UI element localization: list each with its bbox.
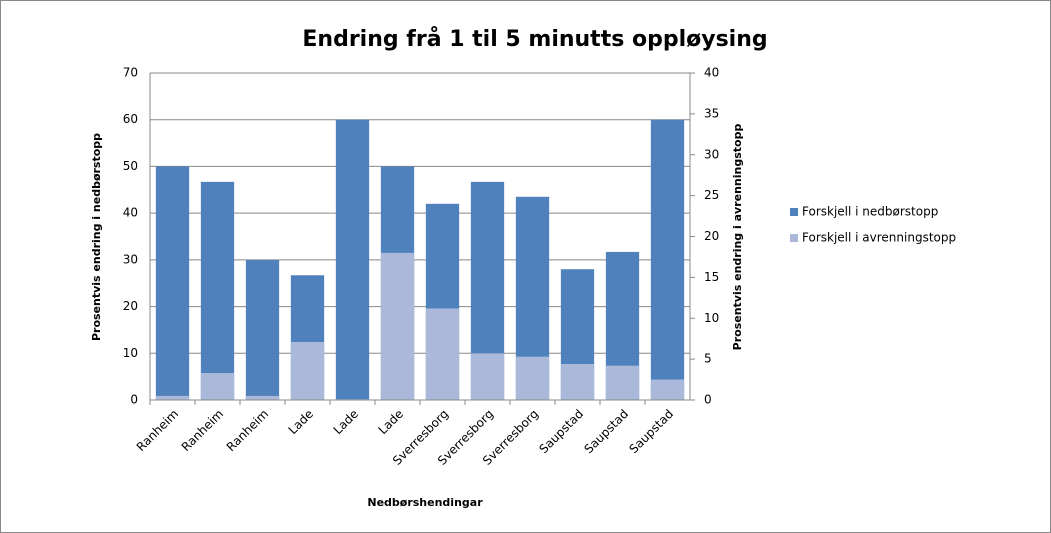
bar: [335, 119, 370, 400]
y-tick-label: 60: [123, 112, 138, 126]
bar: [650, 379, 685, 400]
y-tick-label: 0: [130, 393, 138, 407]
bar: [470, 353, 505, 400]
y-tick-label: 20: [123, 299, 138, 313]
legend-label: Forskjell i nedbørstopp: [802, 205, 938, 219]
bar: [515, 356, 550, 400]
bar: [380, 252, 415, 400]
y-tick-label: 50: [123, 159, 138, 173]
y2-tick-label: 10: [704, 311, 719, 325]
y2-axis-title: Prosentvis endring i avrenningstopp: [731, 124, 744, 351]
bar: [245, 395, 280, 400]
bar: [560, 364, 595, 400]
y-tick-label: 70: [123, 66, 138, 80]
y-axis-title: Prosentvis endring i nedbørstopp: [90, 133, 103, 341]
y2-tick-label: 5: [704, 352, 712, 366]
bar: [200, 181, 235, 400]
x-axis-title: Nedbørshendingar: [367, 496, 483, 509]
y-tick-label: 40: [123, 206, 138, 220]
bar: [650, 119, 685, 400]
bar: [200, 373, 235, 400]
bar: [605, 365, 640, 400]
bar: [290, 341, 325, 400]
y2-tick-label: 40: [704, 66, 719, 80]
y2-tick-label: 30: [704, 147, 719, 161]
y2-tick-label: 0: [704, 393, 712, 407]
y2-tick-label: 25: [704, 188, 719, 202]
y2-tick-label: 35: [704, 106, 719, 120]
y2-tick-label: 15: [704, 270, 719, 284]
bar: [245, 259, 280, 400]
bar: [155, 166, 190, 400]
y-tick-label: 30: [123, 252, 138, 266]
y2-tick-label: 20: [704, 229, 719, 243]
bar: [425, 308, 460, 400]
y-tick-label: 10: [123, 346, 138, 360]
legend-swatch: [790, 234, 798, 242]
chart-title: Endring frå 1 til 5 minutts oppløysing: [302, 26, 767, 52]
legend-label: Forskjell i avrenningstopp: [802, 231, 956, 245]
legend-swatch: [790, 208, 798, 216]
bar: [155, 395, 190, 400]
